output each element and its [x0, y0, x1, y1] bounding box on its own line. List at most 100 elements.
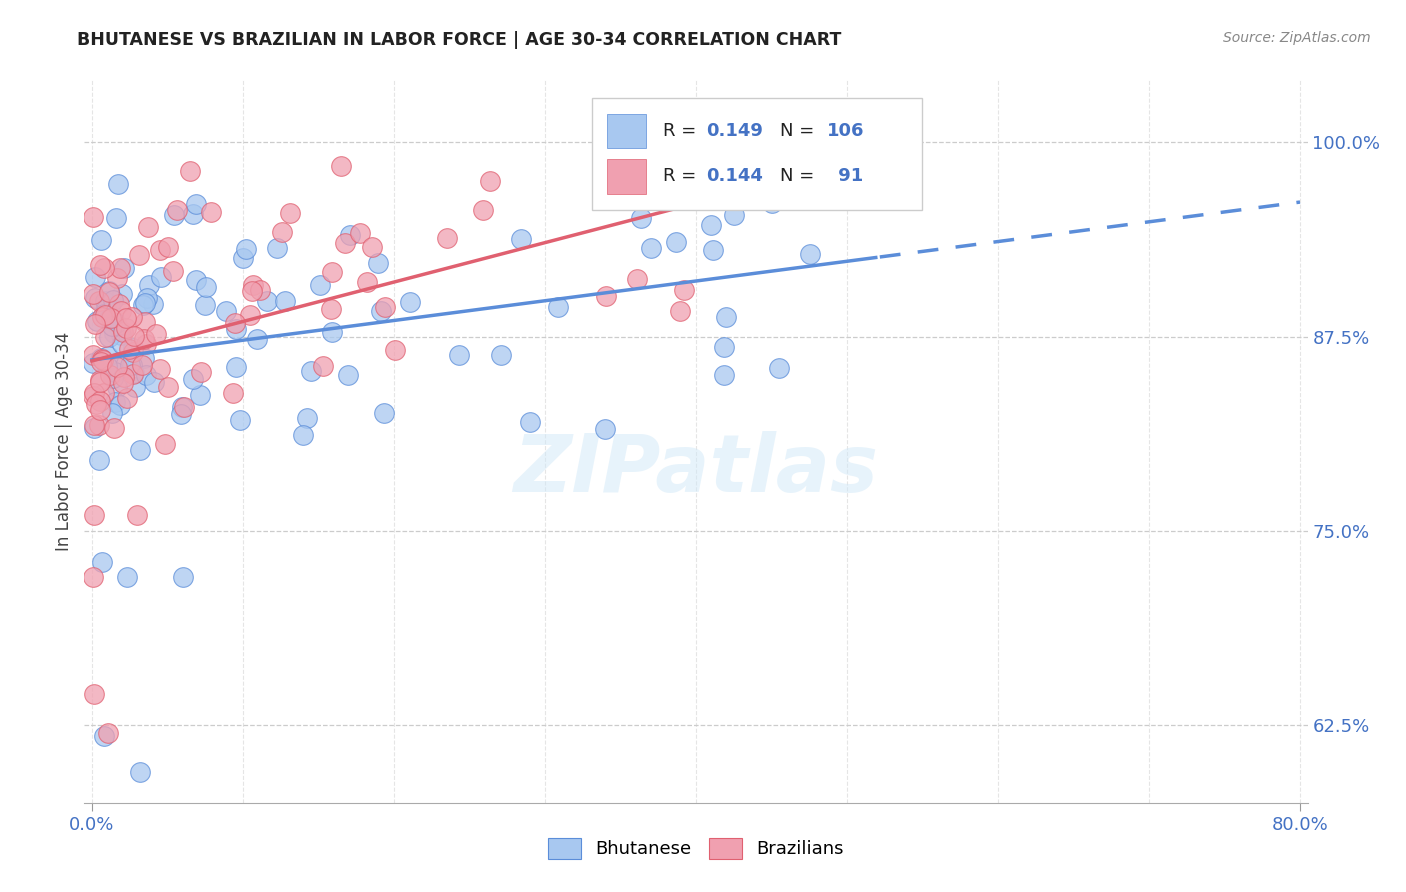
- Point: [669, 304, 692, 318]
- Point: [134, 351, 156, 365]
- Point: [447, 348, 470, 362]
- Point: [89, 453, 111, 467]
- Point: [100, 310, 122, 325]
- Point: [716, 310, 738, 324]
- Point: [173, 400, 195, 414]
- Point: [374, 300, 396, 314]
- Point: [194, 298, 217, 312]
- Point: [97, 726, 120, 740]
- Point: [519, 415, 541, 429]
- Point: [235, 243, 257, 257]
- Point: [132, 298, 155, 312]
- Point: [103, 420, 125, 434]
- Point: [166, 202, 188, 217]
- Text: 91: 91: [832, 168, 863, 186]
- Point: [93, 260, 115, 275]
- Point: [179, 164, 201, 178]
- Point: [361, 239, 384, 253]
- Point: [134, 332, 156, 346]
- Point: [665, 235, 688, 249]
- Point: [108, 323, 131, 337]
- Point: [330, 159, 353, 173]
- Point: [135, 368, 157, 382]
- Point: [170, 407, 193, 421]
- Point: [478, 173, 501, 187]
- Point: [97, 349, 120, 363]
- Point: [157, 239, 180, 253]
- Point: [399, 295, 422, 310]
- Point: [107, 270, 129, 285]
- Point: [107, 355, 129, 369]
- Point: [90, 233, 112, 247]
- Point: [134, 315, 156, 329]
- Point: [87, 417, 110, 432]
- Text: 0.144: 0.144: [706, 168, 762, 186]
- Text: 0.149: 0.149: [706, 122, 762, 140]
- Point: [82, 211, 104, 225]
- Point: [291, 427, 314, 442]
- Point: [89, 372, 111, 386]
- Point: [224, 316, 246, 330]
- Point: [91, 310, 114, 325]
- Point: [181, 372, 204, 386]
- Y-axis label: In Labor Force | Age 30-34: In Labor Force | Age 30-34: [55, 332, 73, 551]
- Point: [127, 508, 149, 523]
- Point: [83, 318, 105, 332]
- Point: [89, 258, 111, 272]
- Text: N =: N =: [780, 122, 814, 140]
- Point: [640, 241, 662, 255]
- Point: [246, 333, 269, 347]
- Point: [194, 280, 217, 294]
- Point: [333, 235, 356, 250]
- Point: [134, 295, 156, 310]
- Point: [110, 328, 132, 343]
- Legend: Bhutanese, Brazilians: Bhutanese, Brazilians: [541, 830, 851, 866]
- Text: R =: R =: [664, 122, 702, 140]
- Point: [547, 300, 569, 314]
- Point: [83, 508, 105, 523]
- Point: [510, 231, 533, 245]
- Point: [108, 297, 131, 311]
- Point: [172, 401, 194, 415]
- Point: [200, 205, 222, 219]
- Point: [321, 326, 343, 340]
- Point: [153, 437, 176, 451]
- Point: [142, 297, 165, 311]
- Point: [225, 359, 247, 374]
- Point: [101, 319, 124, 334]
- FancyBboxPatch shape: [606, 113, 645, 148]
- Point: [256, 293, 278, 308]
- Point: [82, 287, 104, 301]
- Point: [98, 368, 121, 382]
- Point: [114, 321, 136, 335]
- Point: [121, 345, 143, 359]
- Point: [112, 261, 135, 276]
- Point: [136, 291, 159, 305]
- Point: [96, 359, 118, 373]
- Point: [82, 356, 104, 370]
- Point: [83, 417, 105, 432]
- Point: [337, 368, 360, 382]
- Point: [225, 321, 247, 335]
- Point: [274, 294, 297, 309]
- Point: [110, 304, 132, 318]
- Point: [90, 555, 112, 569]
- Text: 106: 106: [827, 122, 865, 140]
- Point: [83, 420, 105, 434]
- Text: BHUTANESE VS BRAZILIAN IN LABOR FORCE | AGE 30-34 CORRELATION CHART: BHUTANESE VS BRAZILIAN IN LABOR FORCE | …: [77, 31, 842, 49]
- Point: [93, 293, 115, 308]
- Point: [105, 380, 128, 394]
- Point: [121, 358, 143, 372]
- Point: [86, 314, 108, 328]
- Point: [124, 328, 146, 343]
- Point: [93, 729, 115, 743]
- Point: [713, 368, 735, 383]
- Point: [128, 248, 150, 262]
- Point: [270, 225, 292, 239]
- FancyBboxPatch shape: [606, 159, 645, 194]
- Point: [321, 265, 343, 279]
- Point: [131, 358, 153, 372]
- Point: [349, 226, 371, 240]
- Point: [162, 264, 184, 278]
- Point: [215, 304, 238, 318]
